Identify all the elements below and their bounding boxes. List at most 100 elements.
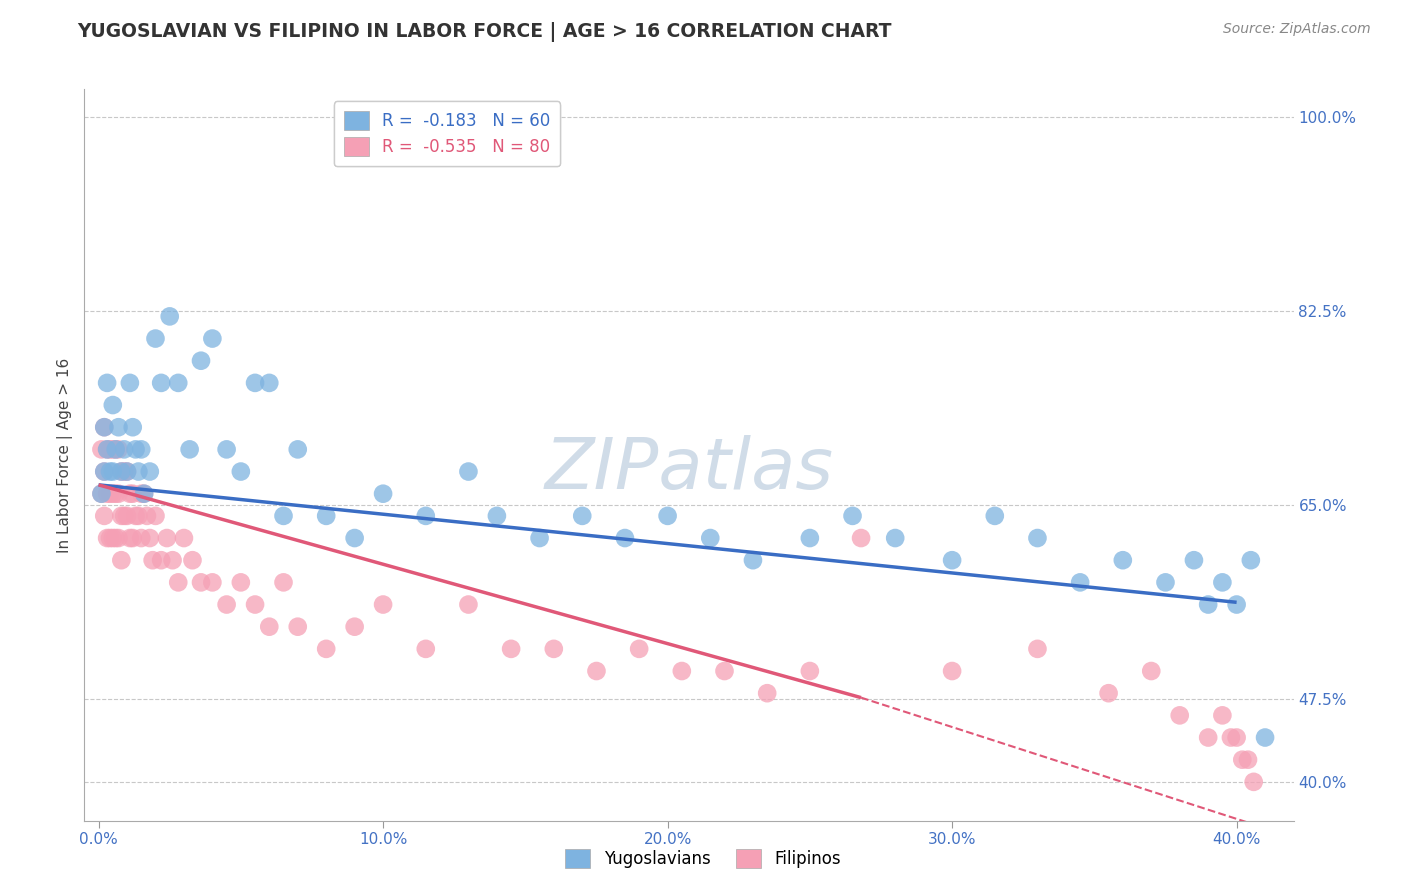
Point xyxy=(799,531,821,545)
Point xyxy=(93,508,115,523)
Point xyxy=(104,442,127,457)
Point xyxy=(142,553,165,567)
Point xyxy=(1140,664,1163,678)
Point xyxy=(1026,641,1049,656)
Point xyxy=(1112,553,1135,567)
Point xyxy=(127,465,149,479)
Point xyxy=(150,376,173,390)
Point xyxy=(485,508,508,523)
Point xyxy=(543,641,565,656)
Point xyxy=(93,465,115,479)
Point xyxy=(190,575,212,590)
Point xyxy=(215,598,238,612)
Point xyxy=(287,442,309,457)
Point xyxy=(129,442,152,457)
Point xyxy=(124,508,146,523)
Point xyxy=(201,575,224,590)
Point xyxy=(90,486,112,500)
Point xyxy=(118,486,141,500)
Point xyxy=(1197,598,1219,612)
Point xyxy=(243,598,266,612)
Point xyxy=(139,465,162,479)
Point xyxy=(1237,753,1260,767)
Point xyxy=(501,641,523,656)
Point xyxy=(110,465,132,479)
Point xyxy=(941,664,963,678)
Point xyxy=(101,531,124,545)
Point xyxy=(98,442,121,457)
Point xyxy=(110,508,132,523)
Point xyxy=(259,376,281,390)
Point xyxy=(115,465,138,479)
Point xyxy=(571,508,593,523)
Point xyxy=(884,531,907,545)
Point xyxy=(273,508,295,523)
Point xyxy=(98,486,121,500)
Point xyxy=(104,531,127,545)
Point xyxy=(127,508,149,523)
Point xyxy=(657,508,679,523)
Point xyxy=(121,531,143,545)
Point xyxy=(124,442,146,457)
Point xyxy=(371,486,394,500)
Point xyxy=(93,420,115,434)
Point xyxy=(101,442,124,457)
Point xyxy=(90,486,112,500)
Point xyxy=(129,531,152,545)
Point xyxy=(129,486,152,500)
Point xyxy=(457,598,479,612)
Point xyxy=(181,553,204,567)
Point xyxy=(107,486,129,500)
Point xyxy=(742,553,765,567)
Point xyxy=(1026,531,1049,545)
Point xyxy=(121,420,143,434)
Legend: Yugoslavians, Filipinos: Yugoslavians, Filipinos xyxy=(558,842,848,875)
Point xyxy=(1240,553,1263,567)
Point xyxy=(173,531,195,545)
Point xyxy=(110,465,132,479)
Point xyxy=(96,442,118,457)
Point xyxy=(101,398,124,412)
Point xyxy=(96,486,118,500)
Point xyxy=(343,531,366,545)
Point xyxy=(112,508,135,523)
Point xyxy=(756,686,779,700)
Point xyxy=(343,620,366,634)
Point xyxy=(167,575,190,590)
Point xyxy=(1243,775,1265,789)
Point xyxy=(98,531,121,545)
Point xyxy=(941,553,963,567)
Point xyxy=(984,508,1007,523)
Point xyxy=(107,442,129,457)
Point xyxy=(699,531,721,545)
Point xyxy=(1226,731,1249,745)
Point xyxy=(112,465,135,479)
Point xyxy=(93,420,115,434)
Point xyxy=(179,442,201,457)
Point xyxy=(229,575,252,590)
Text: YUGOSLAVIAN VS FILIPINO IN LABOR FORCE | AGE > 16 CORRELATION CHART: YUGOSLAVIAN VS FILIPINO IN LABOR FORCE |… xyxy=(77,22,891,42)
Point xyxy=(1197,731,1219,745)
Point xyxy=(121,486,143,500)
Point xyxy=(167,376,190,390)
Point xyxy=(799,664,821,678)
Point xyxy=(159,310,181,324)
Point xyxy=(201,332,224,346)
Point xyxy=(132,486,155,500)
Point xyxy=(457,465,479,479)
Point xyxy=(156,531,179,545)
Point xyxy=(529,531,551,545)
Point xyxy=(190,353,212,368)
Point xyxy=(112,442,135,457)
Point xyxy=(104,442,127,457)
Point xyxy=(93,465,115,479)
Point xyxy=(90,442,112,457)
Point xyxy=(1254,731,1277,745)
Point xyxy=(104,486,127,500)
Point xyxy=(96,531,118,545)
Point xyxy=(132,486,155,500)
Point xyxy=(1219,731,1241,745)
Point xyxy=(315,641,337,656)
Text: ZIPatlas: ZIPatlas xyxy=(544,435,834,504)
Point xyxy=(162,553,184,567)
